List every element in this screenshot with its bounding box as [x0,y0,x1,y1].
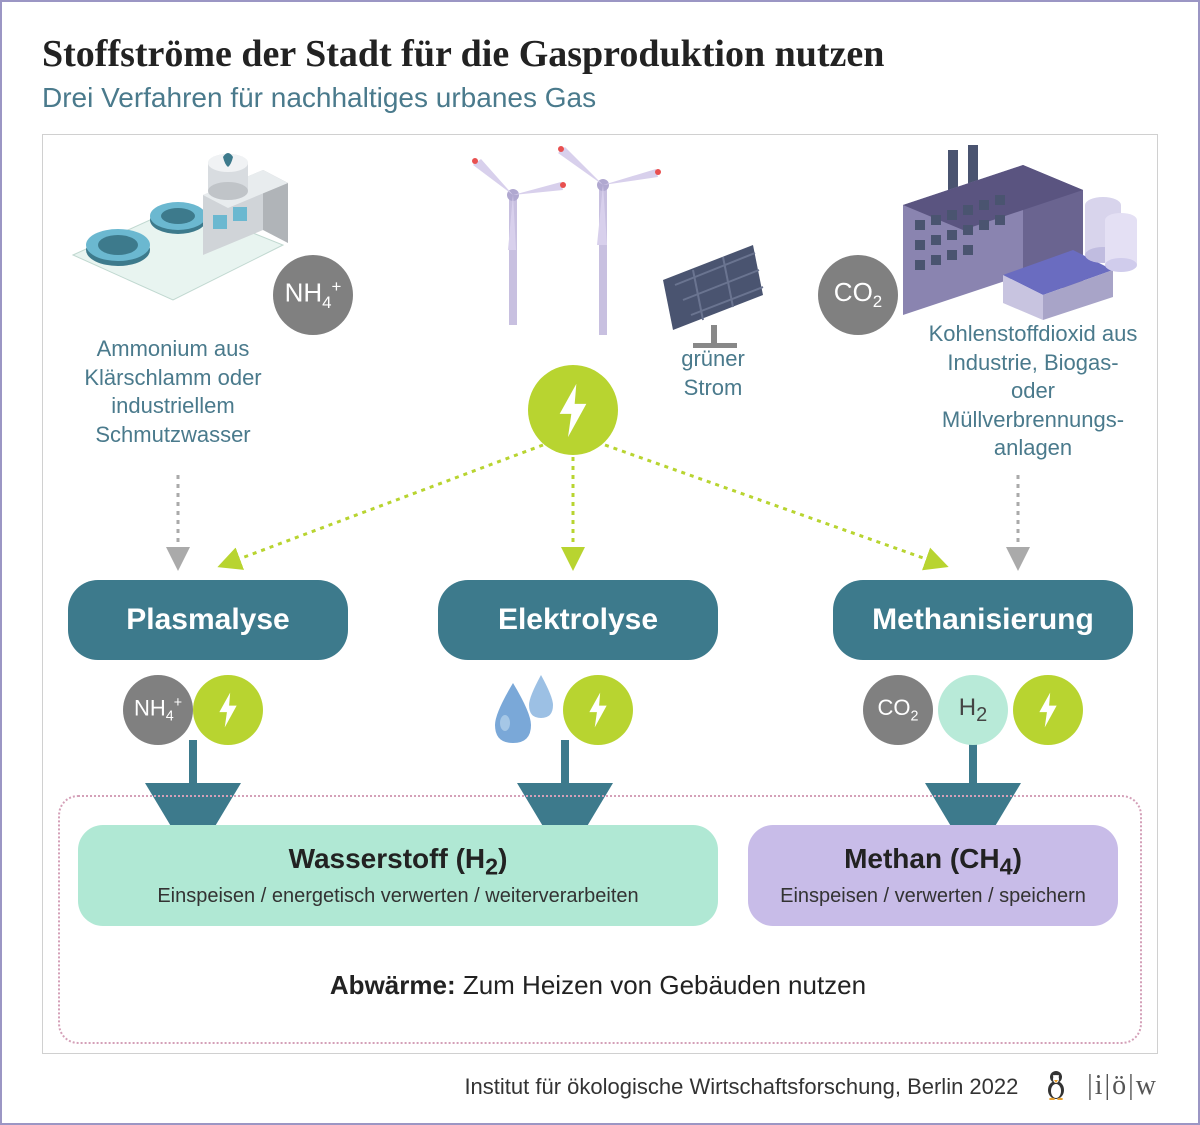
process-plasmalyse: Plasmalyse [68,580,348,660]
output-hydrogen: Wasserstoff (H2) Einspeisen / energetisc… [78,825,718,926]
input-h2: H2 [938,675,1008,745]
methane-sub: Einspeisen / verwerten / speichern [758,885,1108,908]
process-elektrolyse: Elektrolyse [438,580,718,660]
hydrogen-sub: Einspeisen / energetisch verwerten / wei… [88,885,708,908]
input-bolt-right [1013,675,1083,745]
input-co2: CO2 [863,675,933,745]
subtitle: Drei Verfahren für nachhaltiges urbanes … [42,82,1158,114]
waste-heat-text: Zum Heizen von Gebäuden nutzen [456,970,866,1000]
logo-text: |i|ö|w [1087,1070,1158,1101]
waste-heat: Abwärme: Zum Heizen von Gebäuden nutzen [43,970,1153,1001]
waste-heat-label: Abwärme: [330,970,456,1000]
input-nh4: NH4+ [123,675,193,745]
diagram-inner: NH4+ Ammonium aus Klärschlamm oder indus… [42,134,1158,1054]
methane-title: Methan (CH4) [758,843,1108,881]
output-methane: Methan (CH4) Einspeisen / verwerten / sp… [748,825,1118,926]
input-bolt-left [193,675,263,745]
process-methanisierung: Methanisierung [833,580,1133,660]
input-bolt-center [563,675,633,745]
penguin-icon [1043,1068,1069,1100]
footer: Institut für ökologische Wirtschaftsfors… [42,1054,1158,1102]
diagram-frame: Stoffströme der Stadt für die Gasprodukt… [0,0,1200,1125]
title: Stoffströme der Stadt für die Gasprodukt… [42,32,1158,76]
footer-org: Institut für ökologische Wirtschaftsfors… [464,1074,1018,1099]
water-drops-icon [483,673,563,748]
hydrogen-title: Wasserstoff (H2) [88,843,708,881]
